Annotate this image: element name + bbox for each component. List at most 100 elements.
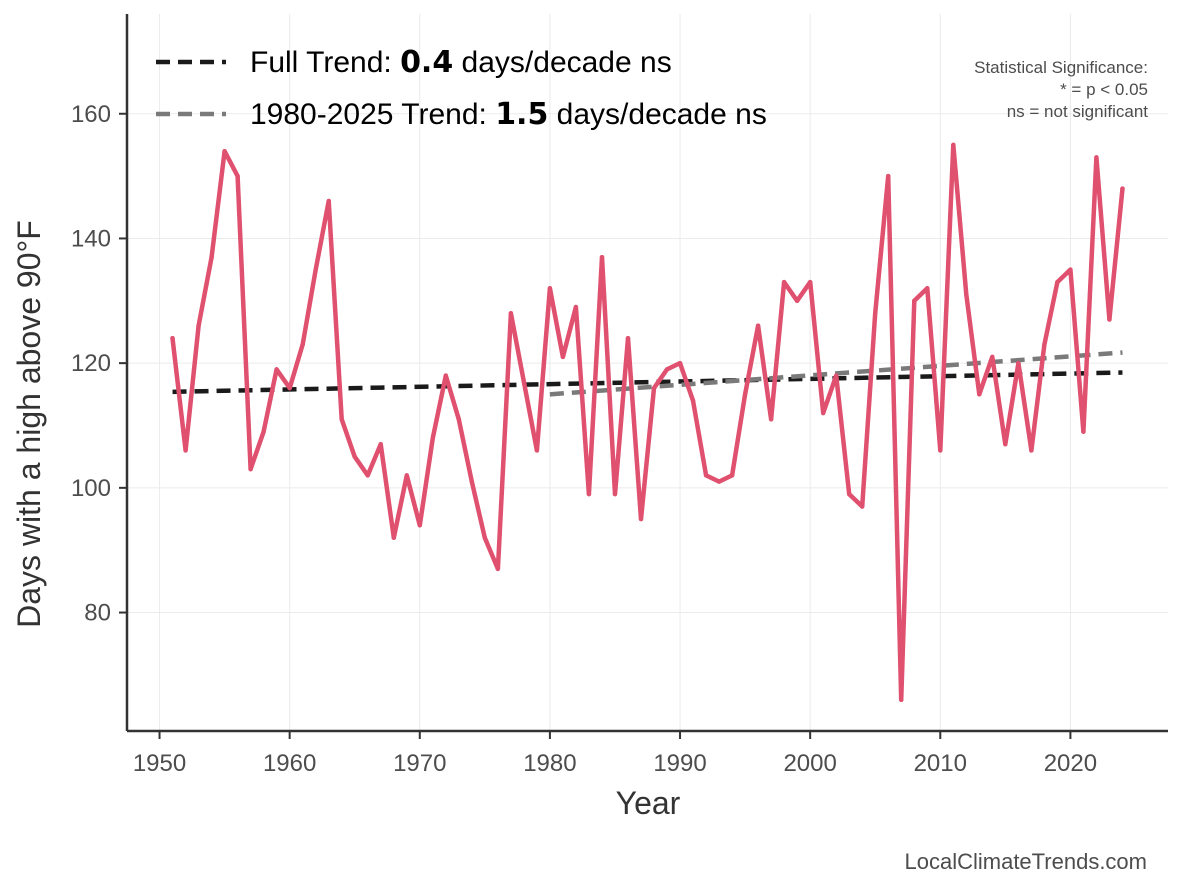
x-tick-label-2010: 2010 bbox=[914, 750, 967, 777]
y-tick-label-140: 140 bbox=[71, 225, 111, 252]
data-point-1956 bbox=[235, 173, 240, 179]
data-point-1985 bbox=[612, 491, 618, 497]
data-point-1974 bbox=[469, 479, 475, 484]
x-tick-label-1950: 1950 bbox=[133, 750, 186, 777]
y-tick-label-120: 120 bbox=[71, 350, 111, 377]
data-point-1982 bbox=[573, 304, 579, 310]
data-point-2001 bbox=[820, 410, 826, 416]
significance-line-2: * = p < 0.05 bbox=[1060, 80, 1148, 99]
data-point-1991 bbox=[690, 398, 696, 403]
data-point-1998 bbox=[781, 279, 787, 285]
data-point-1969 bbox=[404, 473, 409, 478]
data-point-1953 bbox=[196, 323, 201, 328]
axes bbox=[119, 14, 1168, 739]
data-point-1981 bbox=[560, 354, 566, 360]
data-point-1955 bbox=[222, 148, 227, 154]
data-point-2020 bbox=[1068, 267, 1073, 272]
x-tick-label-1960: 1960 bbox=[263, 750, 316, 777]
data-point-1965 bbox=[352, 454, 357, 459]
data-point-2016 bbox=[1016, 360, 1021, 366]
data-point-2011 bbox=[951, 142, 956, 148]
data-point-1994 bbox=[729, 473, 735, 478]
data-point-1968 bbox=[391, 535, 396, 540]
data-point-2010 bbox=[938, 448, 943, 453]
data-point-1984 bbox=[599, 254, 605, 260]
y-tick-label-100: 100 bbox=[71, 475, 111, 502]
data-point-2006 bbox=[886, 173, 891, 179]
trend-line-full bbox=[172, 370, 1123, 395]
data-point-1999 bbox=[794, 298, 800, 303]
data-point-1979 bbox=[534, 448, 540, 453]
tick-labels: 1950 1960 1970 1980 1990 2000 2010 2020 80 100 120… bbox=[71, 101, 1097, 777]
x-tick-label-1970: 1970 bbox=[393, 750, 446, 777]
data-point-1978 bbox=[521, 379, 527, 385]
data-point-1990 bbox=[677, 360, 683, 366]
x-tick-label-1980: 1980 bbox=[523, 750, 576, 777]
data-point-1964 bbox=[339, 417, 344, 422]
x-tick-label-2000: 2000 bbox=[783, 750, 836, 777]
data-point-2022 bbox=[1094, 155, 1099, 160]
legend: Full Trend: 0.4 days/decade ns 1980-2025… bbox=[156, 45, 767, 132]
data-layer bbox=[170, 142, 1125, 703]
legend-label-full-trend: Full Trend: 0.4 days/decade ns bbox=[250, 45, 672, 80]
data-point-1987 bbox=[638, 516, 644, 522]
x-tick-label-2020: 2020 bbox=[1044, 750, 1097, 777]
data-point-1971 bbox=[430, 435, 435, 441]
data-point-1954 bbox=[209, 254, 214, 260]
data-point-1970 bbox=[417, 523, 422, 528]
data-point-2017 bbox=[1029, 448, 1034, 453]
data-point-2004 bbox=[860, 504, 865, 509]
data-point-1958 bbox=[261, 429, 266, 434]
data-point-1983 bbox=[586, 491, 592, 497]
data-point-2021 bbox=[1081, 429, 1086, 434]
data-point-1997 bbox=[768, 417, 774, 422]
data-point-1986 bbox=[625, 336, 631, 341]
data-point-2003 bbox=[846, 491, 852, 497]
data-point-1989 bbox=[664, 367, 670, 372]
data-point-1980 bbox=[547, 286, 553, 291]
data-point-1951 bbox=[170, 336, 175, 341]
data-point-2002 bbox=[833, 373, 839, 378]
x-tick-label-1990: 1990 bbox=[653, 750, 706, 777]
data-point-2019 bbox=[1055, 279, 1060, 285]
data-point-2008 bbox=[912, 298, 917, 303]
data-point-1993 bbox=[716, 479, 722, 484]
legend-label-1980-trend: 1980-2025 Trend: 1.5 days/decade ns bbox=[250, 97, 767, 132]
data-point-2013 bbox=[977, 392, 982, 397]
data-point-2024 bbox=[1120, 186, 1125, 191]
data-point-2000 bbox=[807, 279, 813, 285]
data-point-1962 bbox=[313, 267, 318, 272]
data-point-1963 bbox=[326, 198, 331, 204]
data-point-1992 bbox=[703, 473, 709, 478]
data-point-1952 bbox=[183, 448, 188, 453]
data-point-2012 bbox=[964, 292, 969, 297]
data-point-2018 bbox=[1042, 342, 1047, 347]
x-axis-title: Year bbox=[616, 785, 681, 821]
data-point-1977 bbox=[508, 311, 514, 316]
data-point-1961 bbox=[300, 342, 305, 347]
y-tick-label-80: 80 bbox=[84, 600, 111, 627]
data-point-2014 bbox=[990, 354, 995, 360]
y-axis-title: Days with a high above 90°F bbox=[11, 220, 47, 628]
data-point-1959 bbox=[274, 367, 279, 372]
data-point-2005 bbox=[873, 311, 878, 316]
y-tick-label-160: 160 bbox=[71, 101, 111, 128]
data-point-2009 bbox=[925, 286, 930, 291]
source-caption: LocalClimateTrends.com bbox=[905, 849, 1148, 874]
data-point-1996 bbox=[755, 323, 761, 328]
data-point-2023 bbox=[1107, 317, 1112, 322]
data-point-1960 bbox=[287, 385, 292, 391]
significance-note: Statistical Significance: * = p < 0.05 n… bbox=[974, 58, 1148, 121]
series-line-0 bbox=[170, 142, 1125, 703]
data-point-2015 bbox=[1003, 442, 1008, 447]
data-point-1972 bbox=[443, 373, 449, 378]
significance-line-1: Statistical Significance: bbox=[974, 58, 1148, 77]
data-point-2007 bbox=[899, 697, 904, 703]
data-point-1975 bbox=[482, 535, 488, 540]
data-point-1995 bbox=[742, 392, 748, 397]
significance-line-3: ns = not significant bbox=[1007, 102, 1149, 121]
data-point-1976 bbox=[495, 566, 501, 572]
grid-lines bbox=[127, 14, 1168, 731]
data-point-1967 bbox=[378, 442, 383, 447]
